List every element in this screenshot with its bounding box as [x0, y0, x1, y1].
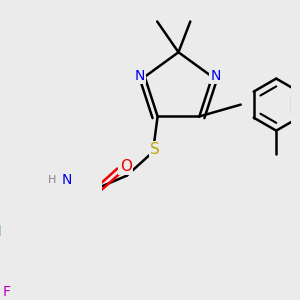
- Text: N: N: [61, 173, 72, 187]
- Text: Cl: Cl: [0, 225, 2, 239]
- Text: O: O: [120, 159, 132, 174]
- Text: N: N: [211, 69, 221, 82]
- Text: S: S: [150, 142, 160, 157]
- Text: F: F: [2, 284, 11, 298]
- Text: H: H: [48, 175, 56, 185]
- Text: N: N: [135, 69, 145, 82]
